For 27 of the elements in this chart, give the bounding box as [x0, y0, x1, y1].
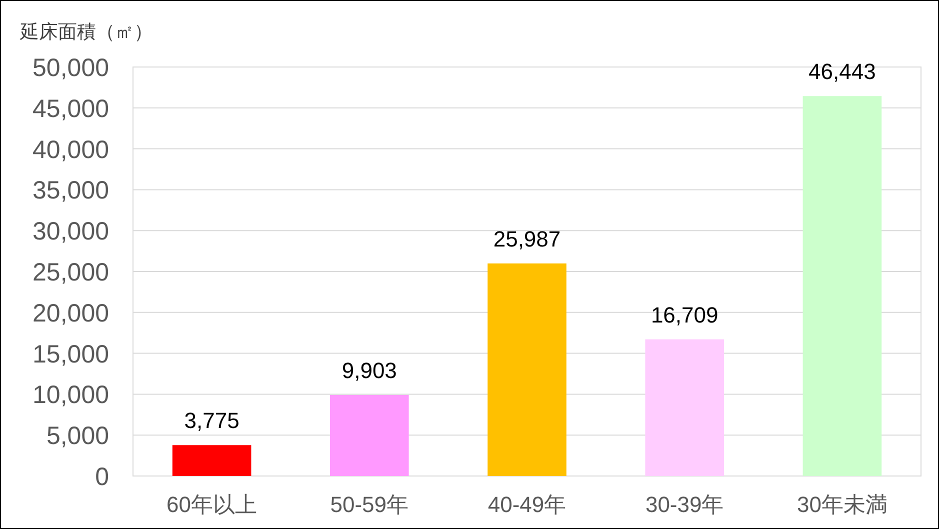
bar — [645, 339, 724, 476]
data-label: 46,443 — [808, 59, 876, 84]
y-tick-label: 0 — [95, 463, 109, 491]
bar — [172, 445, 252, 476]
bar — [488, 263, 566, 476]
x-tick-label: 40-49年 — [488, 492, 566, 517]
data-label: 9,903 — [342, 358, 397, 383]
x-tick-label: 30年未満 — [796, 492, 888, 517]
bar — [330, 394, 409, 476]
x-tick-label: 50-59年 — [330, 492, 409, 517]
x-tick-label: 60年以上 — [166, 492, 258, 517]
bar — [802, 96, 882, 476]
y-tick-label: 25,000 — [32, 258, 109, 286]
y-tick-label: 20,000 — [32, 299, 109, 328]
x-tick-label: 30-39年 — [645, 492, 724, 517]
y-tick-label: 45,000 — [32, 94, 109, 123]
y-axis-title: 延床面積（㎡） — [19, 21, 153, 43]
y-tick-label: 30,000 — [32, 218, 109, 246]
data-label: 16,709 — [650, 302, 718, 328]
y-tick-label: 5,000 — [46, 422, 109, 450]
data-label: 3,775 — [184, 408, 240, 434]
y-tick-label: 10,000 — [32, 381, 109, 410]
y-tick-label: 35,000 — [32, 176, 109, 205]
data-label: 25,987 — [493, 226, 561, 252]
y-tick-label: 40,000 — [32, 136, 109, 164]
y-tick-label: 15,000 — [32, 340, 109, 368]
y-tick-label: 50,000 — [32, 54, 109, 82]
